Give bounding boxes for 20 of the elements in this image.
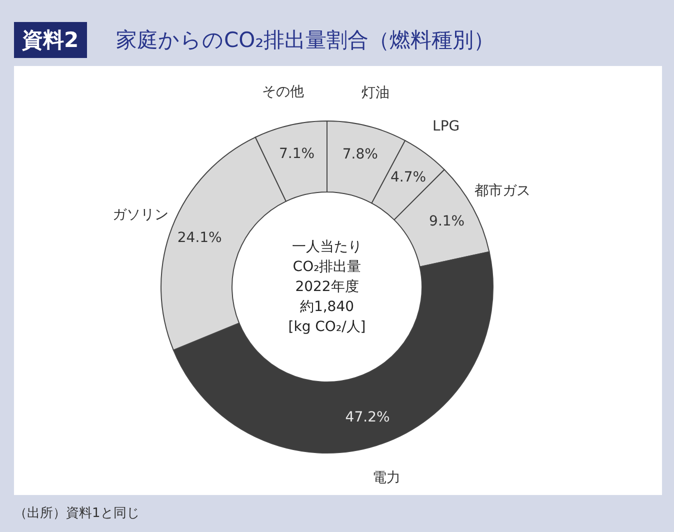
data-label: 4.7% xyxy=(390,169,426,186)
data-label: 7.8% xyxy=(342,146,378,163)
chart-title: 家庭からのCO₂排出量割合（燃料種別） xyxy=(116,27,495,54)
data-label: 24.1% xyxy=(177,230,222,246)
slice-label: LPG xyxy=(432,118,460,134)
text: CO₂排出量 xyxy=(292,259,362,275)
text: 一人当たり xyxy=(292,239,362,255)
slice-label: 灯油 xyxy=(362,84,390,101)
text: 資料2 xyxy=(14,22,87,58)
text: [kg CO₂/人] xyxy=(288,319,366,335)
data-label: 9.1% xyxy=(429,214,465,230)
text: （出所）資料1と同じ xyxy=(14,505,140,522)
slice-label: 都市ガス xyxy=(474,183,531,200)
slice-label: ガソリン xyxy=(112,207,168,224)
text: 2022年度 xyxy=(295,279,359,295)
data-label: 47.2% xyxy=(345,409,390,426)
slice-label: 電力 xyxy=(372,470,400,486)
slice-label: その他 xyxy=(262,84,304,100)
text: 約1,840 xyxy=(300,299,354,315)
data-label: 7.1% xyxy=(279,146,315,162)
